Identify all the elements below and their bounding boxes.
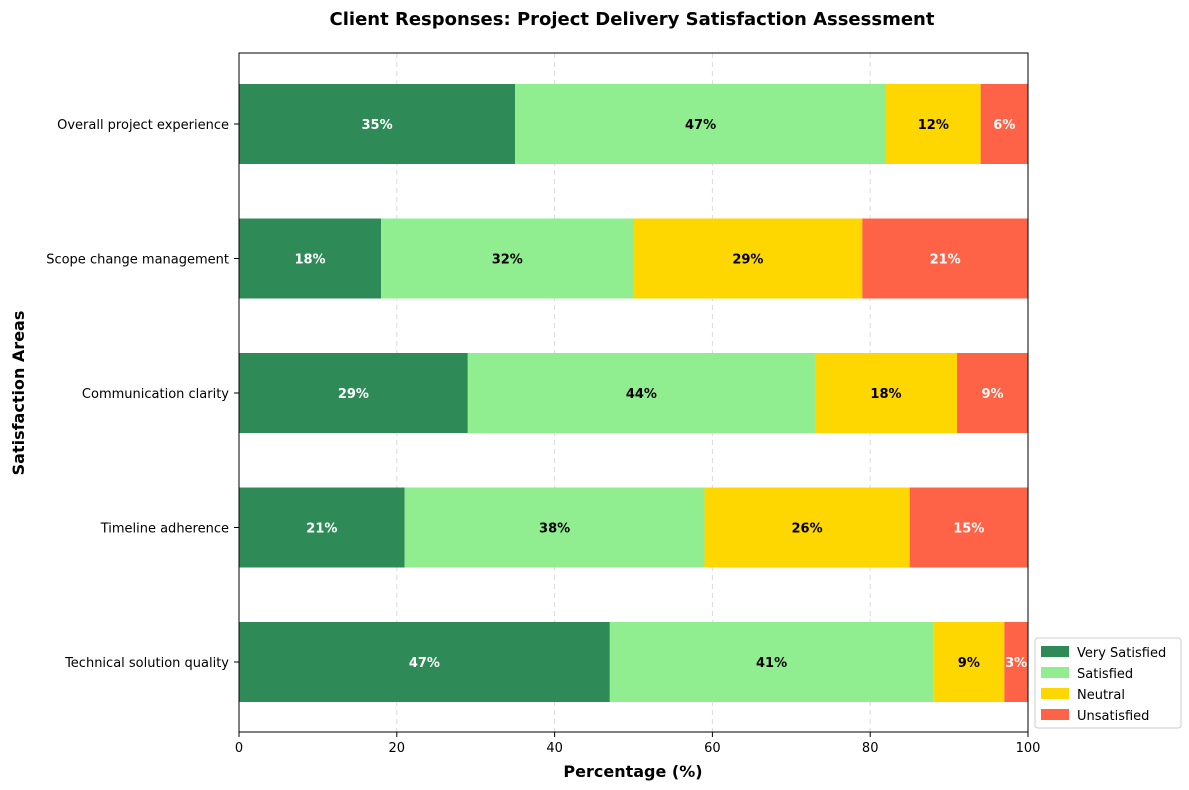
x-tick-label: 20 (389, 741, 406, 756)
x-tick-label: 60 (704, 741, 721, 756)
data-label: 26% (792, 522, 823, 537)
bar-segment (515, 84, 886, 164)
bar-segment (909, 487, 1028, 568)
bar-segment (633, 218, 863, 299)
data-label: 3% (1005, 656, 1027, 671)
data-label: 32% (492, 253, 523, 268)
x-tick-label: 0 (235, 741, 243, 756)
category-label: Scope change management (46, 253, 229, 268)
data-label: 29% (338, 387, 369, 402)
legend-entry: Satisfied (1077, 667, 1133, 682)
data-label: 6% (993, 118, 1015, 133)
x-tick-label: 100 (1016, 741, 1041, 756)
data-label: 29% (732, 253, 763, 268)
category-label: Communication clarity (82, 387, 229, 402)
x-tick-label: 80 (862, 741, 879, 756)
data-label: 35% (362, 118, 393, 133)
bar-segment (814, 353, 957, 433)
bar-segment (609, 622, 934, 702)
legend-swatch (1041, 688, 1069, 699)
bar-segment (239, 487, 405, 568)
bar-labels: 35% 47% 12% 6% 18% 32% 29% 21% 29% 44% 18% 9% 21% 38%… (294, 118, 1027, 671)
bar-segment (239, 353, 468, 433)
legend-entry: Unsatisfied (1077, 709, 1149, 724)
bar-segment (381, 218, 634, 299)
legend: Very Satisfied Satisfied Neutral Unsatisfie… (1034, 637, 1182, 729)
category-label: Technical solution quality (64, 656, 229, 671)
legend-box (1034, 637, 1182, 729)
bar-segment (239, 622, 610, 702)
bar-segment (956, 353, 1028, 433)
x-axis-label: Percentage (%) (563, 762, 702, 781)
x-tick-label: 40 (546, 741, 563, 756)
data-label: 44% (626, 387, 657, 402)
bar-segment (862, 218, 1028, 299)
data-label: 38% (539, 522, 570, 537)
data-label: 9% (981, 387, 1003, 402)
data-label: 18% (294, 253, 325, 268)
legend-entry: Very Satisfied (1077, 646, 1166, 661)
data-label: 47% (409, 656, 440, 671)
legend-swatch (1041, 709, 1069, 720)
bar-segment (980, 84, 1028, 164)
bar-segment (239, 218, 382, 299)
x-axis-ticks: 0 20 40 60 80 100 (235, 732, 1041, 756)
legend-entry: Neutral (1077, 688, 1125, 703)
data-label: 12% (918, 118, 949, 133)
bar-segment (467, 353, 815, 433)
data-label: 47% (685, 118, 716, 133)
bar-segment (404, 487, 705, 568)
y-axis-ticks: Overall project experience Scope change m… (46, 118, 239, 671)
bar-segment (885, 84, 981, 164)
data-label: 41% (756, 656, 787, 671)
category-label: Timeline adherence (100, 522, 229, 537)
bars (239, 84, 1028, 702)
bar-segment (704, 487, 910, 568)
data-label: 21% (306, 522, 337, 537)
data-label: 18% (870, 387, 901, 402)
legend-swatch (1041, 646, 1069, 657)
chart-title: Client Responses: Project Delivery Satis… (330, 9, 935, 30)
data-label: 15% (953, 522, 984, 537)
category-label: Overall project experience (57, 118, 229, 133)
data-label: 21% (930, 253, 961, 268)
y-axis-label: Satisfaction Areas (9, 311, 28, 476)
bar-segment (933, 622, 1005, 702)
legend-swatch (1041, 667, 1069, 678)
bar-segment (239, 84, 516, 164)
data-label: 9% (958, 656, 980, 671)
bar-segment (1004, 622, 1028, 702)
